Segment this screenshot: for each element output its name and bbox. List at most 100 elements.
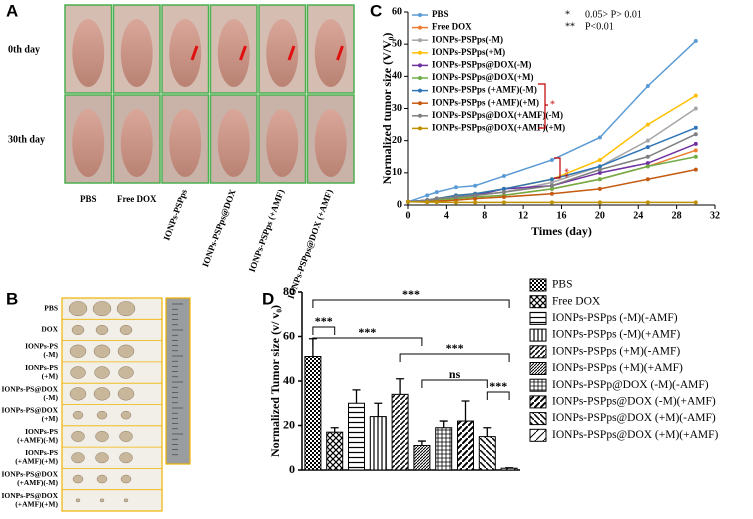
y-tick-label: 80	[283, 284, 295, 298]
significance-bracket	[313, 300, 509, 308]
x-tick-label: 0	[406, 210, 411, 221]
point	[502, 190, 506, 194]
tumor	[97, 411, 107, 419]
point	[694, 200, 698, 204]
point	[435, 197, 439, 201]
tumor	[100, 499, 104, 502]
point	[646, 84, 650, 88]
row-label: (-M)	[43, 393, 58, 402]
legend-marker	[418, 38, 422, 42]
significance-bracket	[422, 380, 487, 388]
column-label: PBS	[80, 194, 97, 204]
legend-marker	[418, 13, 422, 17]
row-label: (+AMF)(+M)	[15, 499, 58, 508]
legend-swatch	[530, 396, 546, 408]
x-tick-label: 24	[633, 210, 643, 221]
y-tick-label: 60	[392, 6, 402, 17]
legend-swatch	[530, 429, 546, 441]
error-bar	[353, 390, 361, 403]
legend-label: PBS	[552, 279, 572, 291]
error-bar	[483, 428, 491, 437]
row-label: 0th day	[8, 44, 40, 55]
mouse	[121, 109, 153, 177]
mouse	[218, 19, 250, 87]
tumor	[96, 325, 108, 335]
point	[550, 177, 554, 181]
tumor	[117, 301, 135, 315]
legend-label: IONPs-PSPps@DOX (-M)(+AMF)	[552, 396, 716, 408]
point	[406, 200, 410, 204]
row-label: (+M)	[42, 372, 59, 381]
point	[694, 155, 698, 159]
x-tick-label: 16	[557, 210, 567, 221]
legend-marker	[418, 89, 422, 93]
bar	[305, 357, 321, 470]
bar	[349, 403, 365, 470]
tumor	[120, 325, 132, 335]
legend-label: IONPs-PSPps (+M)(+AMF)	[552, 362, 683, 374]
annotation: *	[550, 99, 555, 110]
point	[646, 139, 650, 143]
point	[502, 174, 506, 178]
point	[598, 177, 602, 181]
tumor	[94, 345, 110, 358]
legend-label: IONPs-PSPps (+M)(-AMF)	[552, 345, 680, 357]
tumor	[121, 411, 131, 419]
x-tick-label: 12	[518, 210, 528, 221]
mouse	[72, 19, 104, 87]
annotation: ***	[489, 379, 507, 393]
legend-marker	[418, 126, 422, 130]
y-tick-label: 20	[283, 417, 295, 431]
point	[502, 200, 506, 204]
point	[425, 193, 429, 197]
legend-swatch	[530, 312, 546, 324]
legend-swatch	[530, 413, 546, 425]
legend-swatch	[530, 379, 546, 391]
point	[694, 39, 698, 43]
error-bar	[396, 379, 404, 395]
y-axis-label: Normalized tumor size (V/V₀)	[380, 33, 394, 185]
tumor	[124, 499, 128, 502]
point	[694, 132, 698, 136]
tumor	[76, 499, 80, 502]
x-tick-label: 4	[444, 210, 449, 221]
point	[425, 200, 429, 204]
point	[473, 200, 477, 204]
annotation: *	[565, 9, 570, 20]
legend-label: Free DOX	[552, 295, 601, 307]
panel-label: B	[6, 289, 18, 308]
tumor	[120, 453, 133, 463]
legend-marker	[418, 63, 422, 67]
point	[550, 158, 554, 162]
mouse	[218, 109, 250, 177]
tumor	[72, 431, 85, 441]
row-label: (+AMF)(-M)	[17, 478, 58, 487]
tumor	[119, 367, 134, 379]
point	[694, 94, 698, 98]
point	[694, 168, 698, 172]
point	[646, 177, 650, 181]
bar	[501, 468, 517, 470]
legend-label: IONPs-PSPps@DOX(-M)	[432, 59, 531, 69]
bar	[370, 417, 386, 470]
point	[646, 155, 650, 159]
legend-label: IONPs-PSPps@DOX(+AMF)(-M)	[432, 110, 563, 120]
legend-label: IONPs-PSPps(+M)	[432, 47, 505, 57]
row-label: (+AMF)(-M)	[17, 435, 58, 444]
tumor	[118, 387, 134, 400]
legend-label: PBS	[432, 9, 449, 19]
y-tick-label: 0	[289, 462, 295, 476]
point	[454, 200, 458, 204]
x-axis-label: Times (day)	[531, 224, 592, 238]
legend-marker	[418, 76, 422, 80]
row-label: 30th day	[8, 134, 45, 145]
legend-label: IONPs-PSPps (+AMF)(-M)	[432, 85, 537, 95]
annotation: ***	[358, 325, 376, 339]
legend-swatch	[530, 346, 546, 358]
legend-marker	[418, 26, 422, 30]
point	[646, 164, 650, 168]
legend-swatch	[530, 279, 546, 291]
annotation: **	[565, 21, 575, 32]
row-label: (+M)	[42, 414, 59, 423]
